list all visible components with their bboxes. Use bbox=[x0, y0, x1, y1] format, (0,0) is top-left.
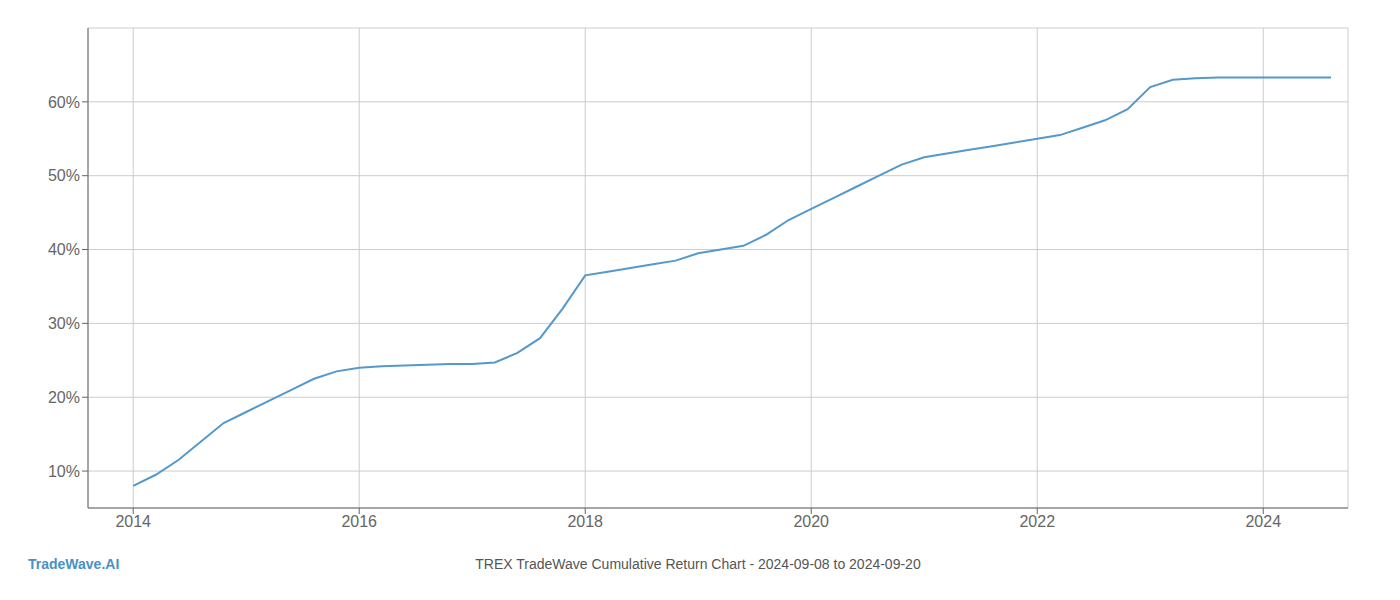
html-text:TREX TradeWave Cumulative Retu: TREX TradeWave Cumulative Return Chart -… bbox=[475, 556, 921, 572]
svg-text:50%: 50% bbox=[48, 167, 80, 184]
svg-text:2020: 2020 bbox=[793, 513, 829, 530]
svg-text:40%: 40% bbox=[48, 241, 80, 258]
svg-text:30%: 30% bbox=[48, 315, 80, 332]
svg-text:10%: 10% bbox=[48, 463, 80, 480]
html-text:TradeWave.AI: TradeWave.AI bbox=[28, 556, 120, 572]
svg-text:2024: 2024 bbox=[1245, 513, 1281, 530]
svg-text:2022: 2022 bbox=[1019, 513, 1055, 530]
svg-text:2016: 2016 bbox=[341, 513, 377, 530]
svg-text:20%: 20% bbox=[48, 389, 80, 406]
svg-text:2018: 2018 bbox=[567, 513, 603, 530]
svg-text:2014: 2014 bbox=[115, 513, 151, 530]
svg-text:60%: 60% bbox=[48, 94, 80, 111]
